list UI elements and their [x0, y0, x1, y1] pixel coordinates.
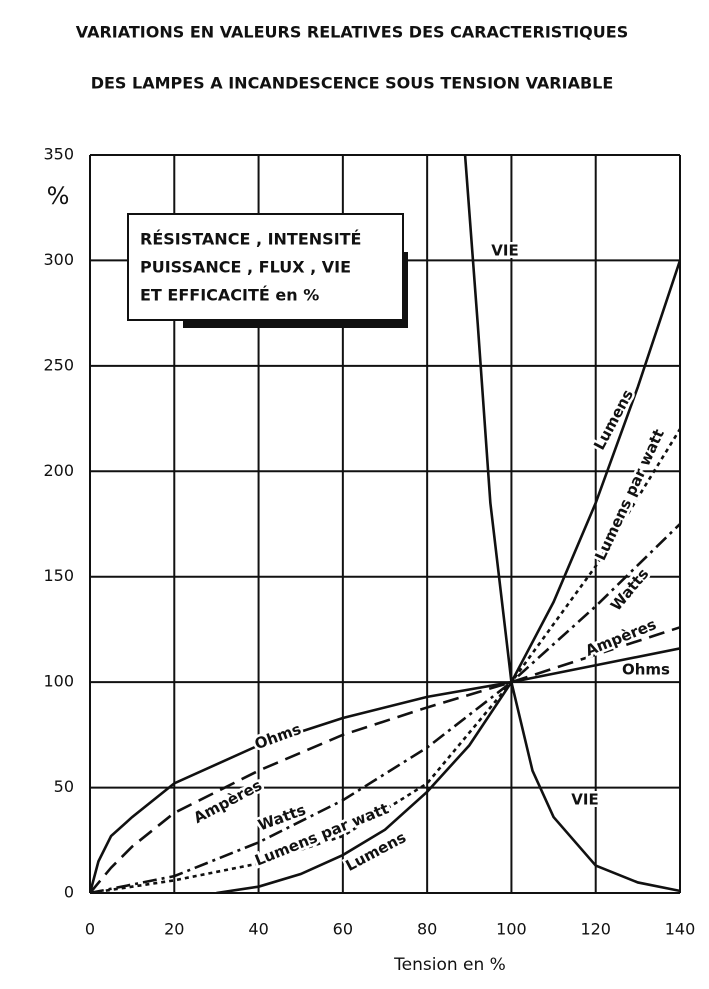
annotation-box [127, 213, 404, 321]
y-tick-label: 350 [43, 145, 74, 164]
x-tick-label: 140 [665, 920, 696, 939]
annotation-text: ET EFFICACITÉ en % [140, 286, 319, 305]
y-tick-label: 0 [64, 883, 74, 902]
curve-label: Lumens [590, 386, 637, 452]
x-tick-label: 80 [417, 920, 437, 939]
x-tick-label: 0 [85, 920, 95, 939]
annotation-text: RÉSISTANCE , INTENSITÉ [140, 230, 361, 249]
curve-label: Ohms [622, 661, 670, 679]
y-tick-label: 200 [43, 461, 74, 480]
y-axis-label: % [47, 182, 70, 210]
y-tick-label: 300 [43, 250, 74, 269]
curve-label: Watts [256, 801, 309, 835]
series-line [216, 260, 680, 893]
y-tick-label: 150 [43, 566, 74, 585]
x-tick-label: 40 [248, 920, 268, 939]
curve-label: VIE [571, 791, 598, 809]
series-line [90, 647, 680, 893]
chart-title: DES LAMPES A INCANDESCENCE SOUS TENSION … [91, 74, 614, 93]
series-line [90, 428, 680, 893]
y-tick-label: 50 [54, 777, 74, 796]
series-line [90, 523, 680, 893]
x-tick-label: 60 [333, 920, 353, 939]
x-tick-label: 100 [496, 920, 527, 939]
curve-label: VIE [491, 242, 518, 260]
x-axis-label: Tension en % [393, 955, 506, 975]
x-tick-label: 20 [164, 920, 184, 939]
y-tick-label: 100 [43, 672, 74, 691]
chart-title: VARIATIONS EN VALEURS RELATIVES DES CARA… [76, 23, 628, 42]
x-tick-label: 120 [580, 920, 611, 939]
series-line [463, 155, 680, 893]
y-tick-label: 250 [43, 355, 74, 374]
curve-label: Ohms [252, 720, 303, 753]
annotation-text: PUISSANCE , FLUX , VIE [140, 258, 351, 277]
